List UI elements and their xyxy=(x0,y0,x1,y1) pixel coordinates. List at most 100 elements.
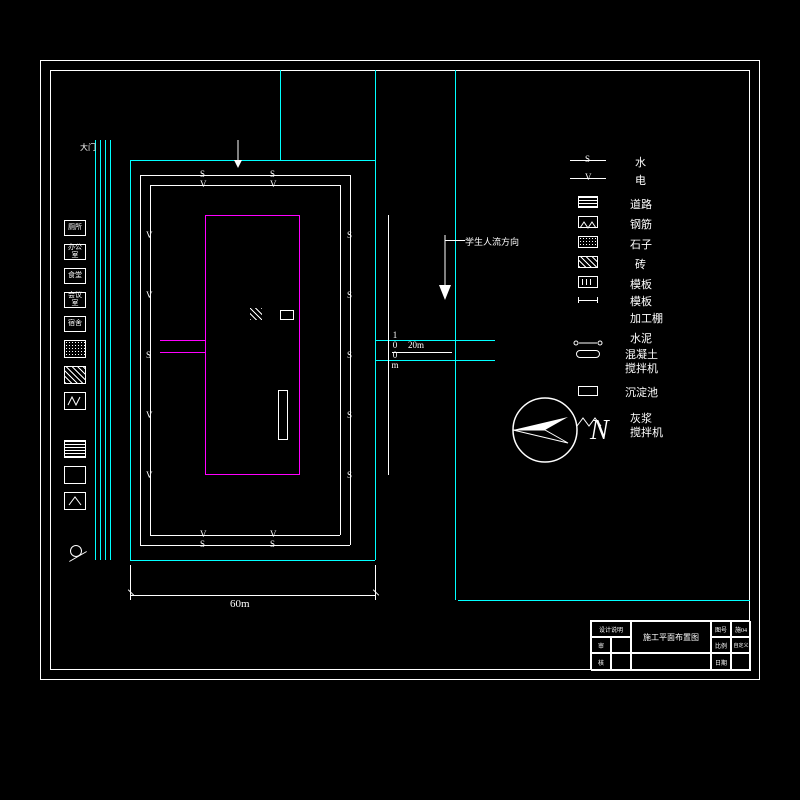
legend-label: 石子 xyxy=(630,236,652,252)
equipment-symbol xyxy=(280,310,294,320)
legend-s-symbol: S xyxy=(585,154,590,164)
dim-line xyxy=(130,595,375,596)
legend-label: 道路 xyxy=(630,196,652,212)
leader-line xyxy=(445,240,465,241)
v-marker: V xyxy=(146,470,153,480)
legend-formwork2-icon xyxy=(578,296,598,306)
s-marker: S xyxy=(270,169,275,179)
dim-ext xyxy=(375,565,376,600)
title-cell-sheet: 图号 xyxy=(711,621,731,637)
road-line xyxy=(110,140,111,560)
title-cell-design: 设计说明 xyxy=(591,621,631,637)
s-marker: S xyxy=(347,290,352,300)
legend-brick-icon xyxy=(578,256,598,268)
title-cell-blank4 xyxy=(731,653,751,671)
legend-mixer-icon xyxy=(576,350,600,358)
v-marker: V xyxy=(270,529,277,539)
equipment-symbol xyxy=(278,390,288,440)
material-icon xyxy=(64,466,86,484)
legend-label: 沉淀池 xyxy=(625,384,658,400)
road-line xyxy=(100,140,101,560)
triangle-icon xyxy=(68,496,82,506)
legend-label: 加工棚 xyxy=(630,310,663,326)
legend-label: 搅拌机 xyxy=(630,424,663,440)
site-boundary xyxy=(130,560,375,561)
legend-rebar-icon xyxy=(578,216,598,228)
material-icon xyxy=(64,492,86,510)
legend-label: 水 xyxy=(635,154,646,170)
v-marker: V xyxy=(270,179,277,189)
material-icon xyxy=(64,366,86,384)
dim-line xyxy=(392,352,452,353)
context-line xyxy=(455,70,456,600)
facility-label: 会议室 xyxy=(65,292,85,307)
legend-pool-icon xyxy=(578,386,598,396)
s-marker: S xyxy=(347,350,352,360)
facility-label: 宿舍 xyxy=(68,320,82,328)
legend-label: 模板 xyxy=(630,293,652,309)
title-cell-blank2 xyxy=(611,653,631,671)
site-boundary xyxy=(375,70,376,560)
material-icon xyxy=(64,340,86,358)
legend-v-symbol: V xyxy=(585,172,592,182)
zigzag-icon xyxy=(67,395,83,407)
title-cell-main: 施工平面布置图 xyxy=(631,621,711,653)
v-marker: V xyxy=(200,529,207,539)
title-cell-scale-label: 比例 xyxy=(711,637,731,653)
title-cell-blank3 xyxy=(631,653,711,671)
context-line xyxy=(458,600,750,601)
v-marker: V xyxy=(146,410,153,420)
site-boundary xyxy=(375,70,376,71)
sv-loop xyxy=(140,545,350,546)
title-block: 设计说明 施工平面布置图 图号 施04 审 比例 自定义 核 日期 xyxy=(590,620,750,670)
s-marker: S xyxy=(270,539,275,549)
flow-arrow xyxy=(430,235,460,305)
legend-stone-icon xyxy=(578,236,598,248)
legend-label: 水泥 xyxy=(630,330,652,346)
legend-mortar-icon xyxy=(576,414,602,432)
dim-label: 20m xyxy=(408,340,424,350)
dim-ext xyxy=(130,565,131,600)
legend-road-icon xyxy=(578,196,598,208)
sv-loop xyxy=(150,185,340,186)
facility-box: 食堂 xyxy=(64,268,86,284)
facility-box: 宿舍 xyxy=(64,316,86,332)
road-line xyxy=(105,140,106,560)
title-cell-sheetno: 施04 xyxy=(731,621,751,637)
facility-label: 食堂 xyxy=(68,272,82,280)
legend-label: 钢筋 xyxy=(630,216,652,232)
sv-loop xyxy=(140,175,350,176)
dim-label: 60m xyxy=(230,598,250,610)
dim-line xyxy=(388,215,389,475)
sv-loop xyxy=(150,535,340,536)
facility-box: 厕所 xyxy=(64,220,86,236)
gate-label: 大门 xyxy=(80,142,96,153)
title-cell-date: 日期 xyxy=(711,653,731,671)
site-boundary xyxy=(130,160,375,161)
equipment-hatch xyxy=(250,308,262,320)
title-cell-proof: 核 xyxy=(591,653,611,671)
s-marker: S xyxy=(200,539,205,549)
flow-label: 学生人流方向 xyxy=(465,235,519,248)
legend-label: 电 xyxy=(635,172,646,188)
facility-box: 会议室 xyxy=(64,292,86,308)
title-cell-check: 审 xyxy=(591,637,611,653)
legend-label: 搅拌机 xyxy=(625,360,658,376)
s-marker: S xyxy=(347,410,352,420)
building-wing xyxy=(160,352,205,353)
compass xyxy=(510,395,590,470)
legend-label: 砖 xyxy=(635,256,646,272)
v-marker: V xyxy=(200,179,207,189)
sv-loop xyxy=(340,185,341,535)
title-cell-blank xyxy=(611,637,631,653)
facility-label: 办公室 xyxy=(65,244,85,259)
s-marker: S xyxy=(146,350,151,360)
material-icon xyxy=(64,392,86,410)
context-line xyxy=(280,70,281,160)
building-wing xyxy=(160,340,205,341)
sv-loop xyxy=(140,175,141,545)
v-marker: V xyxy=(146,230,153,240)
small-arrow xyxy=(230,140,246,168)
s-marker: S xyxy=(200,169,205,179)
legend-label: 模板 xyxy=(630,276,652,292)
